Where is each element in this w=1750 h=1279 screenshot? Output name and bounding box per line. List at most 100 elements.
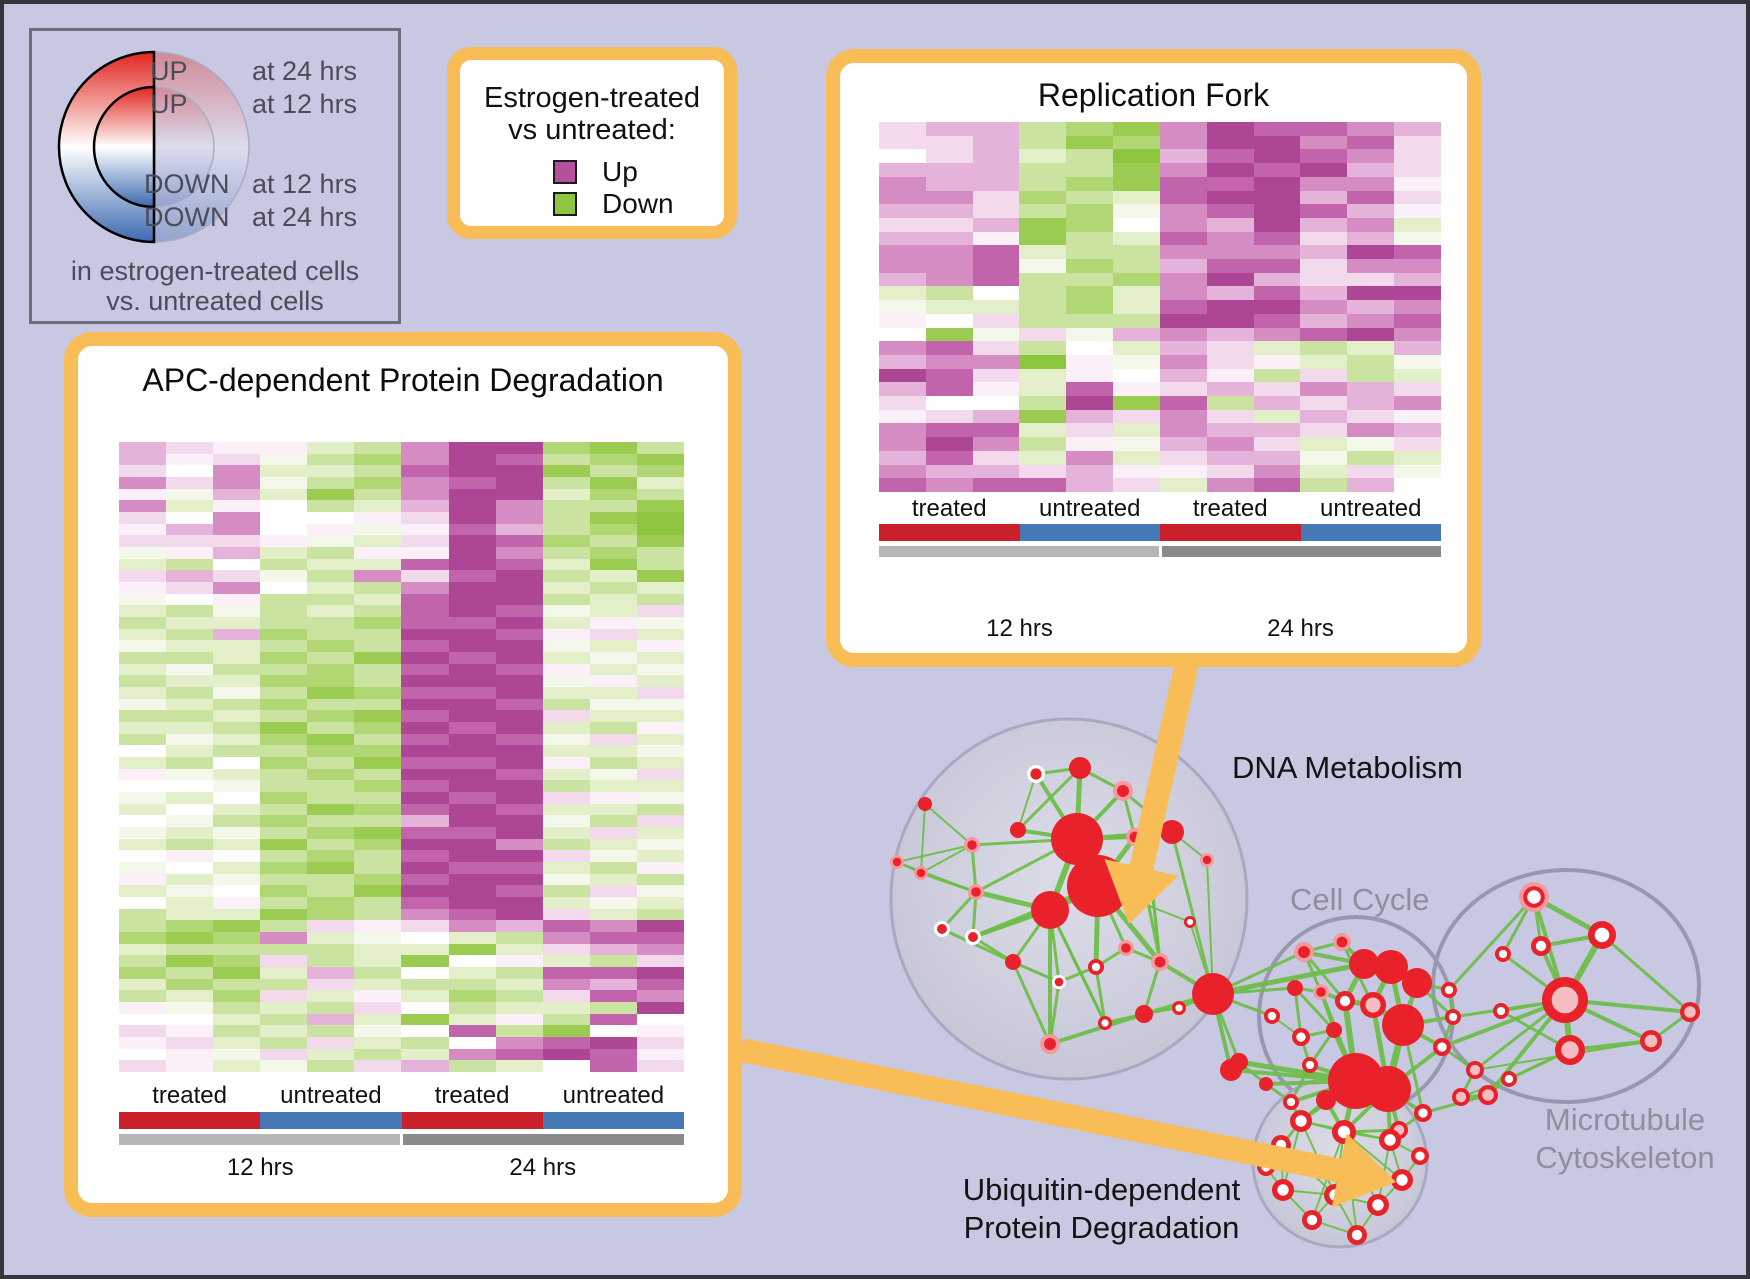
heatmap-cell <box>636 932 684 944</box>
heatmap-cell <box>307 990 355 1002</box>
gene-node-s <box>1005 954 1021 970</box>
gene-node-s <box>1349 949 1379 979</box>
heatmap-cell <box>166 617 214 629</box>
heatmap-cell <box>166 803 214 816</box>
heatmap-cell <box>1300 231 1348 246</box>
heatmap-cell <box>307 617 355 629</box>
heatmap-cell <box>401 640 449 652</box>
heatmap-cell <box>542 477 590 489</box>
gene-node-s <box>1230 1053 1248 1071</box>
heatmap-cell <box>1347 300 1395 314</box>
gene-node-dw <box>1286 1097 1296 1107</box>
heatmap-cell <box>1019 464 1067 479</box>
heatmap-cell <box>448 1060 496 1072</box>
heatmap-cell <box>166 465 214 477</box>
heatmap-cell <box>1206 190 1254 205</box>
heatmap-cell <box>1019 135 1067 150</box>
heatmap-cell <box>119 803 167 816</box>
heatmap-cell <box>925 409 973 424</box>
gene-node-hp <box>1316 987 1326 997</box>
heatmap-cell <box>1394 354 1441 369</box>
heatmap-cell <box>636 512 684 524</box>
heatmap-cell <box>1019 478 1067 492</box>
heatmap-cell <box>213 1025 261 1037</box>
heatmap-cell <box>879 135 926 150</box>
heatmap-cell <box>401 990 449 1002</box>
heatmap-cell <box>925 286 973 301</box>
heatmap-cell <box>1113 437 1160 451</box>
rf-time-labels: 12 hrs 24 hrs <box>879 615 1441 643</box>
heatmap-cell <box>1347 176 1395 191</box>
heatmap-cell <box>495 1048 543 1061</box>
heatmap-cell <box>1019 409 1067 424</box>
heatmap-cell <box>589 792 637 804</box>
heatmap-cell <box>1159 176 1207 191</box>
heatmap-cell <box>448 815 496 827</box>
heatmap-cell <box>401 897 449 909</box>
heatmap-cell <box>307 465 355 477</box>
heatmap-cell <box>354 570 402 582</box>
heatmap-cell <box>119 757 167 769</box>
heatmap-cell <box>213 897 261 909</box>
heatmap-cell <box>213 477 261 489</box>
heatmap-cell <box>589 477 637 489</box>
heatmap-cell <box>448 593 496 606</box>
heatmap-cell <box>401 967 449 979</box>
heatmap-cell <box>119 640 167 652</box>
heatmap-cell <box>1113 122 1160 136</box>
gene-node-hw <box>968 932 978 942</box>
gene-node-hp <box>1202 855 1212 865</box>
gene-node-s <box>1031 891 1069 929</box>
heatmap-cell <box>354 477 402 489</box>
heatmap-cell <box>354 850 402 862</box>
heatmap-cell <box>1113 176 1160 191</box>
gene-node-s <box>1069 757 1091 779</box>
heatmap-cell <box>1300 450 1348 465</box>
heatmap-cell <box>448 617 496 629</box>
heatmap-cell <box>1019 163 1067 177</box>
heatmap-cell <box>213 780 261 792</box>
heatmap-cell <box>1066 272 1114 287</box>
heatmap-cell <box>1347 286 1395 301</box>
heatmap-cell <box>1066 163 1114 177</box>
heatmap-cell <box>925 245 973 260</box>
heatmap-cell <box>542 792 590 804</box>
heatmap-cell <box>119 652 167 664</box>
heatmap-cell <box>589 862 637 874</box>
heatmap-cell <box>495 605 543 617</box>
gene-node-dp <box>1469 1064 1481 1076</box>
heatmap-cell <box>589 535 637 547</box>
network-edge <box>1210 961 1367 997</box>
rf-untreated-bar-12 <box>1019 524 1160 541</box>
heatmap-cell <box>879 176 926 191</box>
heatmap-cell <box>495 535 543 547</box>
gene-node-s <box>1326 1022 1342 1038</box>
heatmap-cell <box>119 908 167 921</box>
heatmap-cell <box>166 710 214 722</box>
heatmap-cell <box>972 122 1020 136</box>
heatmap-cell <box>260 722 308 734</box>
dna-metabolism-label: DNA Metabolism <box>1232 750 1463 785</box>
heatmap-cell <box>448 722 496 734</box>
gene-node-hp <box>1154 956 1166 968</box>
heatmap-cell <box>1113 272 1160 287</box>
heatmap-cell <box>166 838 214 851</box>
gene-node-hp <box>971 887 981 897</box>
network-edge <box>1011 960 1052 1046</box>
heatmap-cell <box>589 523 637 536</box>
heatmap-cell <box>589 465 637 477</box>
heatmap-cell <box>307 477 355 489</box>
heatmap-cell <box>166 628 214 641</box>
heatmap-cell <box>1019 286 1067 301</box>
heatmap-cell <box>879 163 926 177</box>
heatmap-cell <box>1206 341 1254 355</box>
heatmap-cell <box>1159 437 1207 451</box>
heatmap-cell <box>119 442 167 454</box>
network-edge <box>1343 1131 1403 1181</box>
heatmap-cell <box>213 687 261 699</box>
heatmap-cell <box>401 523 449 536</box>
heatmap-cell <box>307 547 355 559</box>
heatmap-cell <box>1159 122 1207 136</box>
apc-treated-bar-24 <box>401 1112 543 1129</box>
heatmap-cell <box>1394 368 1441 383</box>
